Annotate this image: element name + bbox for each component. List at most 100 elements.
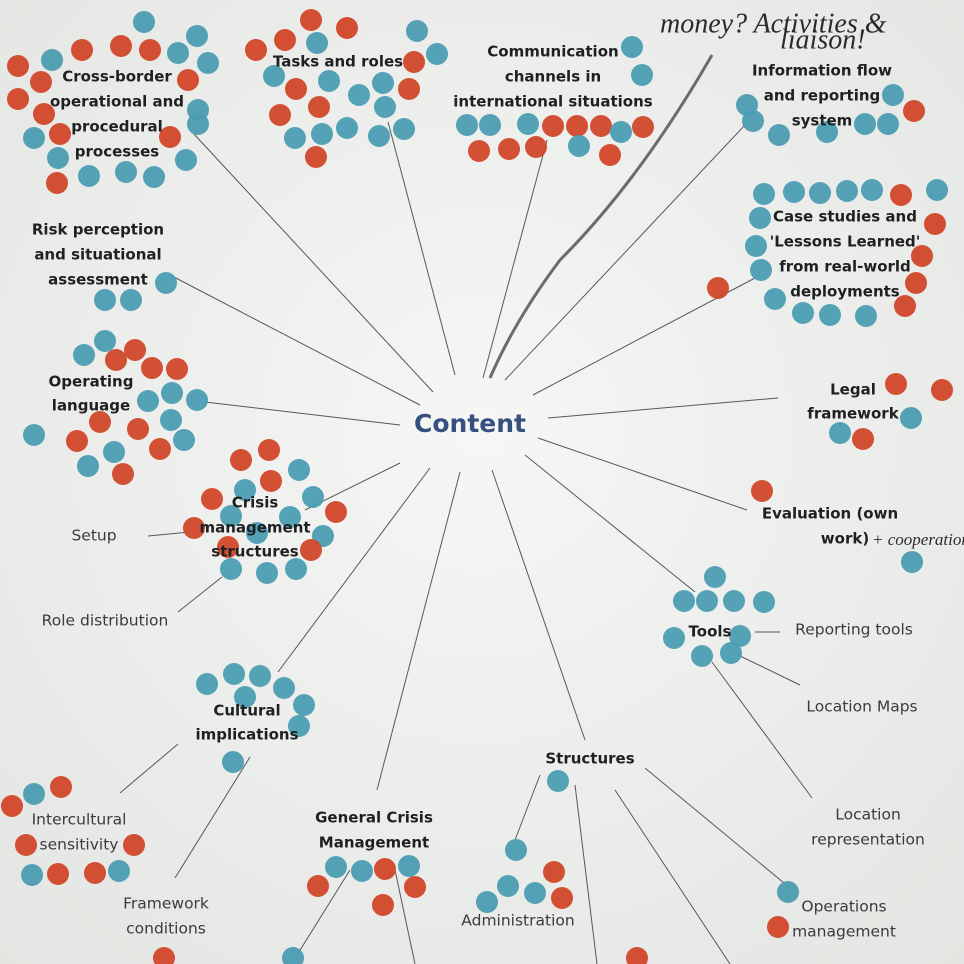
sticker-dot — [777, 881, 799, 903]
sticker-dot — [900, 407, 922, 429]
sticker-dot — [809, 182, 831, 204]
sticker-dot — [175, 149, 197, 171]
sticker-dot — [105, 349, 127, 371]
sticker-dot — [293, 694, 315, 716]
sticker-dot — [30, 71, 52, 93]
sticker-dot — [547, 770, 569, 792]
sticker-dot — [94, 330, 116, 352]
sticker-dot — [223, 663, 245, 685]
connector — [394, 869, 416, 964]
topic-label: Management — [319, 834, 429, 852]
sticker-dot — [885, 373, 907, 395]
sticker-dot — [230, 449, 252, 471]
sticker-dot — [704, 566, 726, 588]
sticker-dot — [187, 113, 209, 135]
topic-label: Information flow — [752, 62, 892, 80]
connector — [387, 121, 456, 376]
sticker-dot — [108, 860, 130, 882]
sticker-dot — [336, 117, 358, 139]
sticker-dot — [336, 17, 358, 39]
sticker-dot — [256, 562, 278, 584]
topic-label: from real-world — [779, 258, 911, 276]
sticker-dot — [374, 858, 396, 880]
topic-label: international situations — [453, 93, 652, 111]
connector — [119, 743, 179, 794]
sticker-dot — [566, 115, 588, 137]
sticker-dot — [279, 506, 301, 528]
handwritten-note: + cooperation — [872, 530, 964, 549]
connector — [482, 139, 548, 379]
topic-label: Structures — [545, 750, 634, 768]
sub-label: Role distribution — [42, 612, 169, 630]
sticker-dot — [348, 84, 370, 106]
sub-label: conditions — [126, 920, 206, 938]
topic-label: Case studies and — [773, 208, 917, 226]
sticker-dot — [764, 288, 786, 310]
topic-label: system — [792, 112, 853, 130]
sticker-dot — [877, 113, 899, 135]
connector — [514, 774, 541, 841]
sticker-dot — [284, 127, 306, 149]
sticker-dot — [288, 715, 310, 737]
sticker-dot — [311, 123, 333, 145]
sticker-dot — [551, 887, 573, 909]
sticker-dot — [160, 409, 182, 431]
sticker-dot — [325, 501, 347, 523]
topic-label: framework — [807, 405, 899, 423]
topic-label: assessment — [48, 271, 148, 289]
sticker-dot — [626, 947, 648, 964]
sticker-dot — [931, 379, 953, 401]
sticker-dot — [127, 418, 149, 440]
sticker-dot — [498, 138, 520, 160]
sticker-dot — [77, 455, 99, 477]
sticker-dot — [143, 166, 165, 188]
sticker-dot — [783, 181, 805, 203]
sticker-dot — [723, 590, 745, 612]
sticker-dot — [505, 839, 527, 861]
topic-label: management — [199, 519, 310, 537]
sticker-dot — [707, 277, 729, 299]
sticker-dot — [23, 424, 45, 446]
sticker-dot — [159, 126, 181, 148]
connector — [174, 756, 251, 879]
sticker-dot — [7, 88, 29, 110]
topic-label: Crisis — [232, 494, 279, 512]
sticker-dot — [924, 213, 946, 235]
sticker-dot — [166, 358, 188, 380]
sticker-dot — [426, 43, 448, 65]
sticker-dot — [673, 590, 695, 612]
sticker-dot — [260, 470, 282, 492]
sticker-dot — [894, 295, 916, 317]
topic-label: Evaluation (own — [762, 505, 898, 523]
topic-label: Tasks and roles — [273, 53, 403, 71]
topic-label: Tools — [689, 623, 732, 641]
sticker-dot — [753, 183, 775, 205]
connector — [614, 789, 731, 964]
sticker-dot — [663, 627, 685, 649]
sticker-dot — [599, 144, 621, 166]
sub-label: Setup — [71, 527, 116, 545]
sticker-dot — [696, 590, 718, 612]
sticker-dot — [621, 36, 643, 58]
sticker-dot — [749, 207, 771, 229]
sticker-dot — [186, 389, 208, 411]
sticker-dot — [855, 305, 877, 327]
sticker-dot — [398, 78, 420, 100]
handwritten-note: liaison! — [780, 24, 866, 55]
sticker-dot — [123, 834, 145, 856]
connector — [644, 767, 791, 889]
sticker-dot — [222, 751, 244, 773]
sticker-dot — [47, 863, 69, 885]
sticker-dot — [155, 272, 177, 294]
sticker-dot — [263, 65, 285, 87]
sticker-dot — [197, 52, 219, 74]
sticker-dot — [21, 864, 43, 886]
sticker-dot — [816, 121, 838, 143]
topic-label: Communication — [487, 43, 618, 61]
topic-label: deployments — [790, 283, 900, 301]
sticker-dot — [632, 116, 654, 138]
sticker-dot — [374, 96, 396, 118]
sticker-dot — [149, 438, 171, 460]
sticker-dot — [742, 110, 764, 132]
sticker-dot — [115, 161, 137, 183]
